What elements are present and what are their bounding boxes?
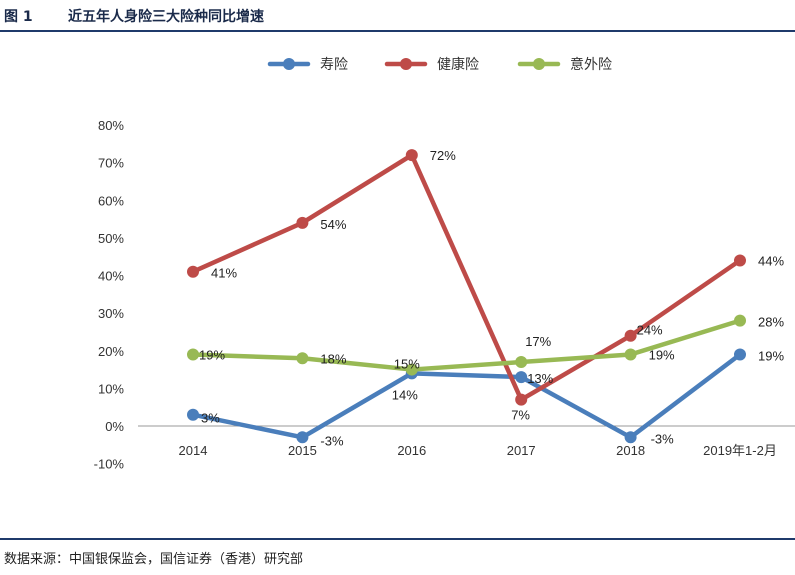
data-label-life: -3% <box>651 431 675 446</box>
x-tick-label: 2014 <box>179 443 208 458</box>
data-point-life <box>187 408 199 421</box>
x-tick-label: 2017 <box>507 443 536 458</box>
series-line-health <box>190 152 743 402</box>
legend-label: 寿险 <box>320 56 348 72</box>
data-label-health: 41% <box>211 266 237 281</box>
series-line-accident <box>190 318 743 372</box>
data-point-accident <box>405 363 418 376</box>
data-point-health <box>405 149 418 162</box>
data-point-accident <box>187 348 199 361</box>
data-label-health: 54% <box>320 217 346 232</box>
x-tick-label: 2019年1-2月 <box>703 443 777 458</box>
legend-swatch-marker <box>400 58 412 70</box>
data-label-accident: 19% <box>199 348 225 363</box>
y-tick-label: 50% <box>98 231 124 246</box>
data-point-health <box>515 393 528 406</box>
data-label-accident: 15% <box>394 357 420 372</box>
data-label-health: 72% <box>430 148 456 163</box>
data-point-life <box>515 371 528 384</box>
data-label-accident: 18% <box>320 351 346 366</box>
data-label-life: 19% <box>758 349 784 364</box>
data-label-health: 24% <box>637 323 663 338</box>
y-tick-label: 80% <box>98 118 124 133</box>
footer-rule <box>0 538 795 540</box>
y-tick-label: -10% <box>94 457 125 472</box>
data-label-health: 44% <box>758 253 784 268</box>
x-tick-label: 2016 <box>397 443 426 458</box>
y-tick-label: 10% <box>98 381 124 396</box>
x-tick-label: 2015 <box>288 443 317 458</box>
data-point-accident <box>515 356 528 369</box>
figure-label: 图 1 <box>4 9 33 25</box>
data-label-accident: 28% <box>758 315 784 330</box>
figure-title: 近五年人身险三大险种同比增速 <box>68 9 264 25</box>
x-tick-label: 2018 <box>616 443 645 458</box>
data-label-life: 13% <box>527 371 553 386</box>
legend-swatch-marker <box>283 58 295 70</box>
y-tick-label: 60% <box>98 193 124 208</box>
figure-header: 图 1 近五年人身险三大险种同比增速 <box>0 0 795 30</box>
data-point-accident <box>296 352 309 365</box>
data-point-health <box>624 329 637 342</box>
data-point-life <box>734 348 746 361</box>
data-point-life <box>624 431 637 444</box>
legend-swatch-marker <box>533 58 545 70</box>
data-source-note: 数据来源：中国银保监会，国信证券（香港）研究部 <box>4 552 304 567</box>
data-point-life <box>296 431 309 444</box>
data-label-life: 14% <box>392 387 418 402</box>
data-point-health <box>734 254 746 267</box>
series-line-life <box>190 352 743 440</box>
data-point-health <box>296 216 309 229</box>
legend-label: 意外险 <box>570 56 612 72</box>
line-chart: -10% 0% 10% 20% 30% 40% 50% 60% 70% 80% 2014 2015 20… <box>94 56 795 472</box>
data-label-accident: 17% <box>525 334 551 349</box>
y-tick-label: 30% <box>98 306 124 321</box>
data-label-accident: 19% <box>649 348 675 363</box>
y-tick-label: 20% <box>98 344 124 359</box>
y-tick-label: 70% <box>98 156 124 171</box>
data-label-life: -3% <box>320 433 344 448</box>
data-point-accident <box>734 314 746 327</box>
data-label-life: 3% <box>201 411 220 426</box>
data-point-accident <box>624 348 637 361</box>
data-point-health <box>187 265 199 278</box>
y-tick-label: 0% <box>105 419 124 434</box>
data-label-health: 7% <box>511 408 530 423</box>
y-tick-label: 40% <box>98 269 124 284</box>
legend-label: 健康险 <box>437 56 479 72</box>
header-rule <box>0 30 795 32</box>
